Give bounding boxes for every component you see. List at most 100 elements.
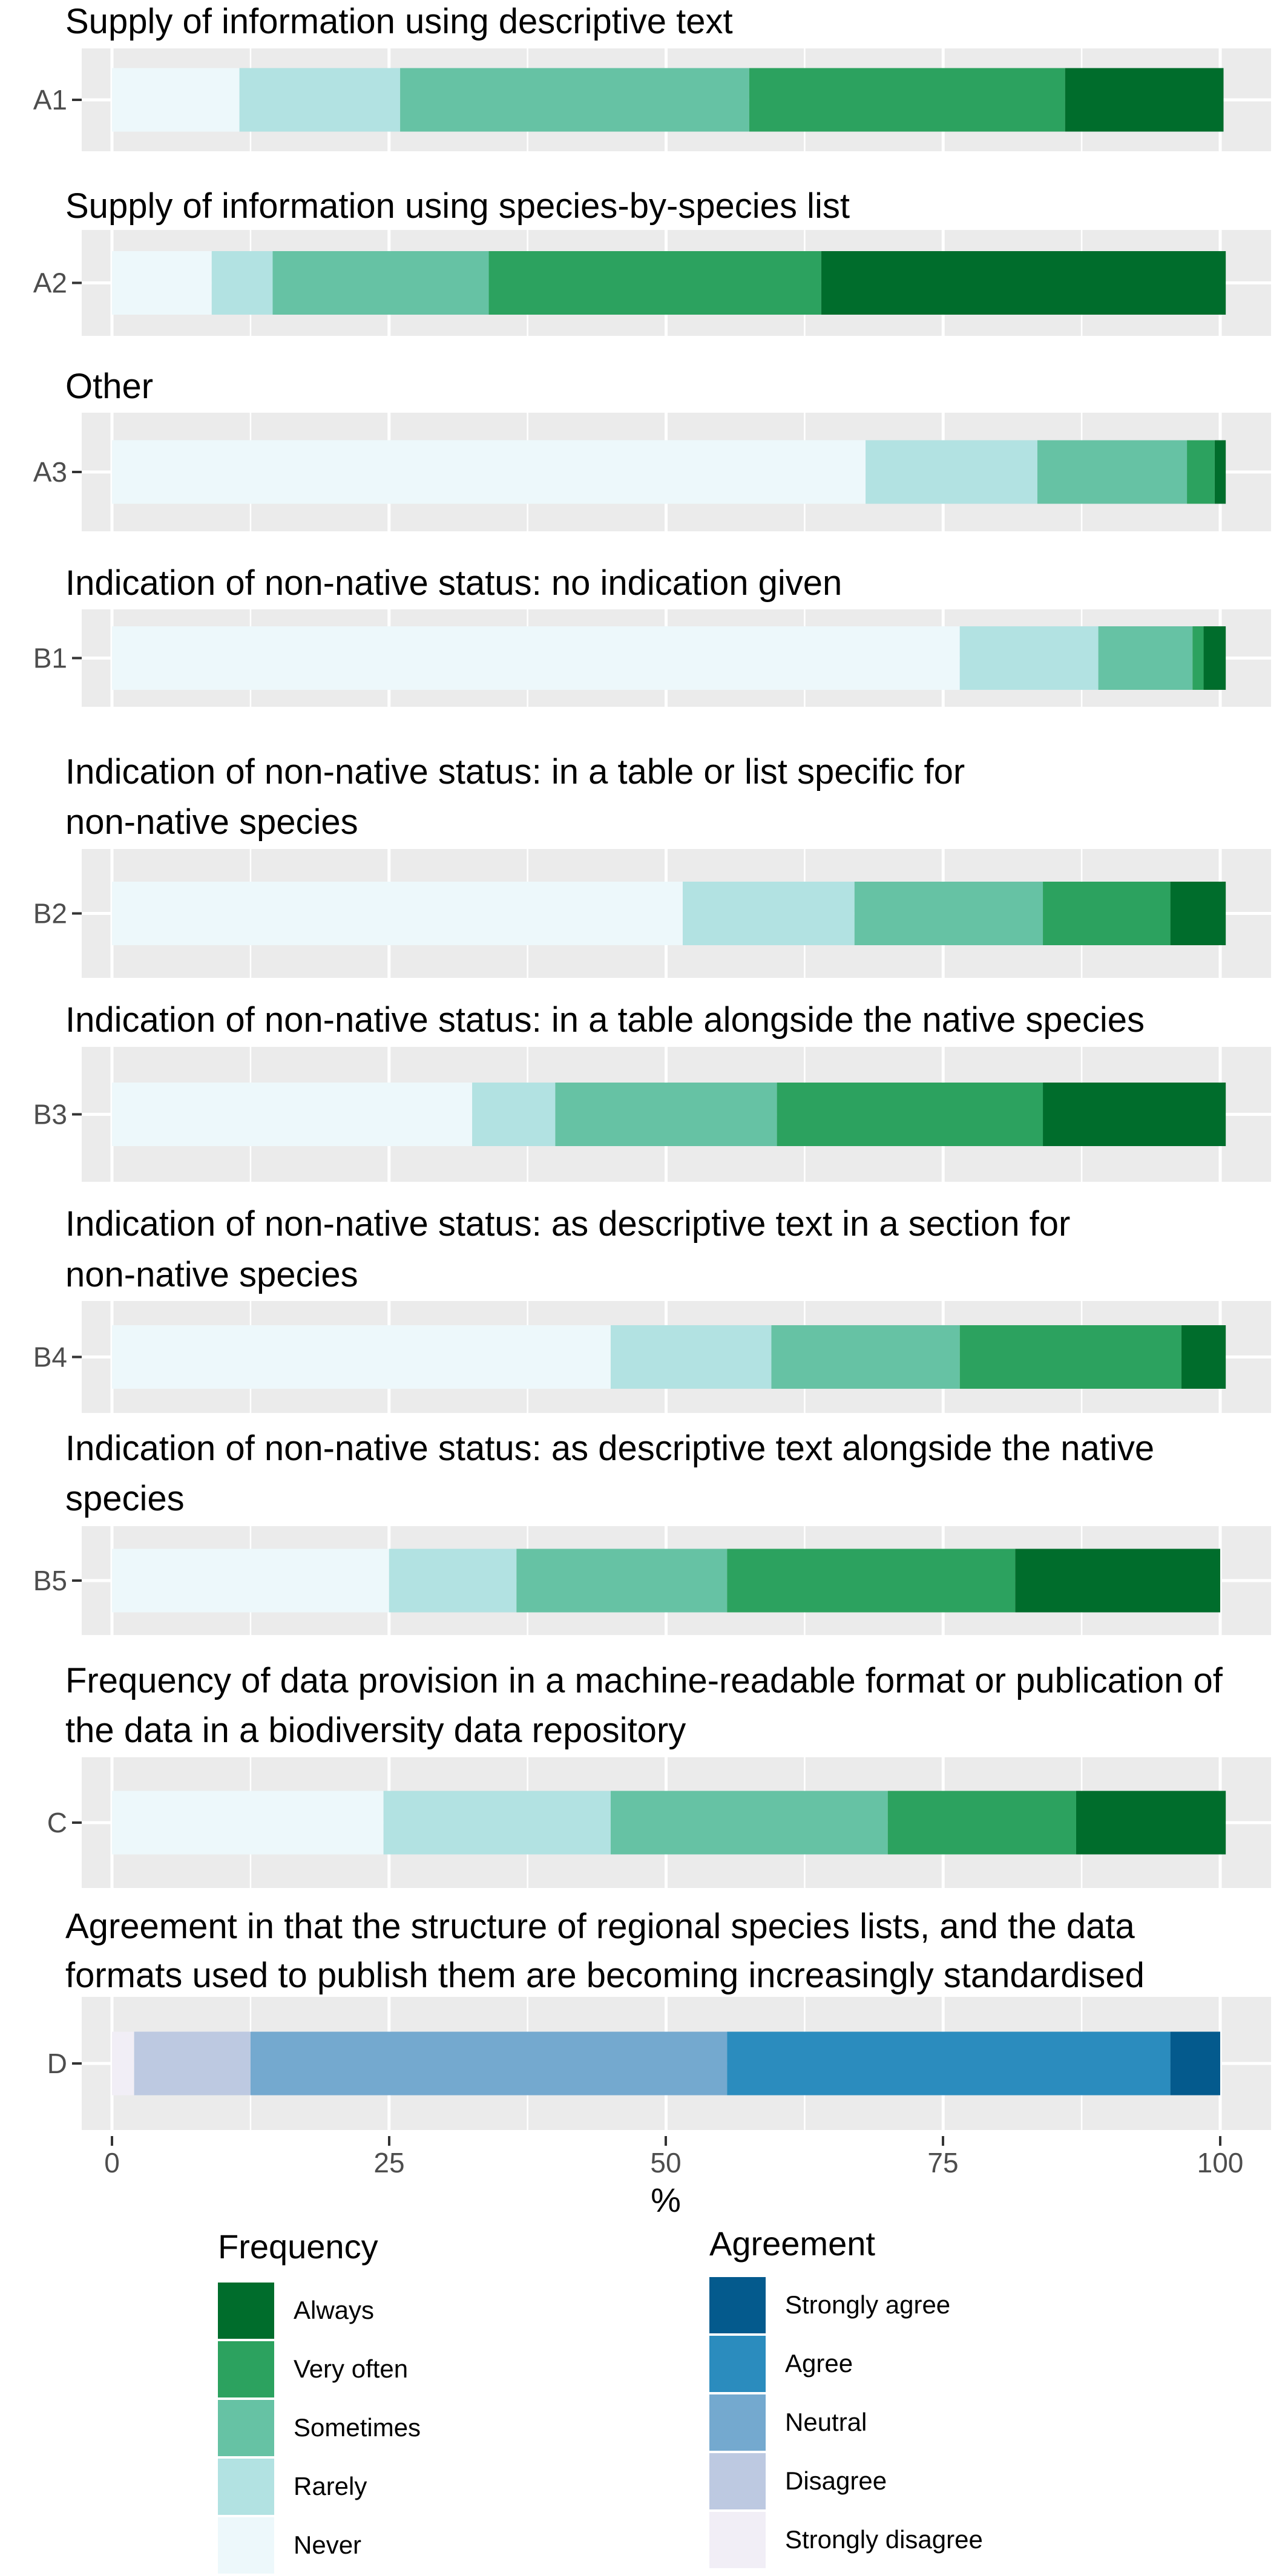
bar-segment-always bbox=[1170, 882, 1226, 945]
panel-d: Agreement in that the structure of regio… bbox=[47, 1907, 1271, 2130]
legend-label: Rarely bbox=[294, 2472, 367, 2500]
legend-label: Sometimes bbox=[294, 2413, 421, 2442]
x-tick-label: 25 bbox=[373, 2147, 404, 2178]
bar-segment-never bbox=[112, 251, 212, 315]
chart-panels: Supply of information using descriptive … bbox=[33, 2, 1271, 2130]
legend-label: Very often bbox=[294, 2355, 408, 2383]
bar-segment-sometimes bbox=[771, 1325, 960, 1389]
y-tick-label: A3 bbox=[33, 456, 67, 488]
legend-swatch bbox=[709, 2394, 766, 2451]
panel-b2: Indication of non-native status: in a ta… bbox=[33, 752, 1271, 978]
panel-b1: Indication of non-native status: no indi… bbox=[33, 563, 1271, 707]
y-tick-label: C bbox=[47, 1807, 67, 1838]
y-tick-label: B1 bbox=[33, 643, 67, 674]
bar-segment-always bbox=[1214, 440, 1226, 504]
legend-swatch bbox=[709, 2336, 766, 2392]
bar-segment-rarely bbox=[389, 1549, 517, 1613]
legend-label: Agree bbox=[785, 2349, 853, 2378]
bar-segment-disagree bbox=[134, 2031, 251, 2096]
legend-label: Always bbox=[294, 2296, 374, 2324]
panel-c: Frequency of data provision in a machine… bbox=[47, 1661, 1271, 1888]
bar-segment-always bbox=[1043, 1083, 1226, 1146]
bar-segment-sometimes bbox=[1037, 440, 1188, 504]
bar-segment-very-often bbox=[777, 1083, 1043, 1146]
legend-swatch bbox=[218, 2400, 274, 2456]
bar-segment-sometimes bbox=[272, 251, 489, 315]
legend-swatch bbox=[218, 2283, 274, 2339]
panel-title: Indication of non-native status: in a ta… bbox=[65, 752, 965, 791]
bar-segment-never bbox=[112, 440, 866, 504]
bar-segment-never bbox=[112, 68, 240, 132]
y-tick-label: A2 bbox=[33, 267, 67, 299]
panel-title: Agreement in that the structure of regio… bbox=[65, 1907, 1135, 1946]
bar-segment-rarely bbox=[866, 440, 1037, 504]
bar-segment-very-often bbox=[1192, 626, 1204, 690]
bar-segment-never bbox=[112, 1083, 473, 1146]
panel-title: non-native species bbox=[65, 802, 358, 842]
panel-b3: Indication of non-native status: in a ta… bbox=[33, 1000, 1271, 1182]
panel-title: Frequency of data provision in a machine… bbox=[65, 1661, 1223, 1700]
panel-a3: Other A3 bbox=[33, 367, 1271, 531]
bar-segment-always bbox=[1076, 1791, 1226, 1855]
panel-title: Indication of non-native status: as desc… bbox=[65, 1204, 1070, 1244]
x-axis-title: % bbox=[651, 2181, 681, 2219]
bar-segment-sometimes bbox=[516, 1549, 728, 1613]
bar-segment-sometimes bbox=[854, 882, 1043, 945]
bar-segment-rarely bbox=[211, 251, 273, 315]
bar-segment-rarely bbox=[383, 1791, 611, 1855]
panel-title: Supply of information using species-by-s… bbox=[65, 186, 850, 226]
bar-segment-very-often bbox=[727, 1549, 1016, 1613]
bar-segment-strongly-agree bbox=[1170, 2031, 1220, 2096]
y-tick-label: B5 bbox=[33, 1565, 67, 1596]
x-tick-label: 100 bbox=[1197, 2147, 1244, 2178]
panel-title: Indication of non-native status: no indi… bbox=[65, 563, 842, 603]
bar-segment-rarely bbox=[610, 1325, 772, 1389]
panel-b4: Indication of non-native status: as desc… bbox=[33, 1204, 1271, 1413]
bar-segment-strongly-disagree bbox=[112, 2031, 134, 2096]
bar-segment-sometimes bbox=[400, 68, 749, 132]
bar-segment-always bbox=[1015, 1549, 1220, 1613]
bar-segment-never bbox=[112, 882, 683, 945]
y-tick-label: A1 bbox=[33, 84, 67, 116]
bar-segment-sometimes bbox=[1098, 626, 1193, 690]
legend-label: Strongly agree bbox=[785, 2290, 950, 2319]
bar-segment-very-often bbox=[1187, 440, 1215, 504]
panel-a1: Supply of information using descriptive … bbox=[33, 2, 1271, 151]
bar-segment-never bbox=[112, 1549, 389, 1613]
bar-segment-neutral bbox=[250, 2031, 728, 2096]
bar-segment-rarely bbox=[239, 68, 401, 132]
bar-segment-very-often bbox=[749, 68, 1065, 132]
bar-segment-very-often bbox=[488, 251, 821, 315]
legend-frequency-title: Frequency bbox=[218, 2227, 378, 2266]
bar-segment-always bbox=[821, 251, 1226, 315]
panel-a2: Supply of information using species-by-s… bbox=[33, 186, 1271, 336]
bar-segment-sometimes bbox=[555, 1083, 777, 1146]
x-tick-label: 50 bbox=[650, 2147, 681, 2178]
panel-title: the data in a biodiversity data reposito… bbox=[65, 1711, 686, 1750]
panel-title: non-native species bbox=[65, 1255, 358, 1294]
bar-segment-rarely bbox=[472, 1083, 556, 1146]
y-tick-label: B4 bbox=[33, 1342, 67, 1373]
legend-swatch bbox=[218, 2459, 274, 2515]
panel-title: Indication of non-native status: as desc… bbox=[65, 1429, 1154, 1468]
y-tick-label: B2 bbox=[33, 898, 67, 929]
bar-segment-always bbox=[1181, 1325, 1226, 1389]
bar-segment-very-often bbox=[1043, 882, 1171, 945]
legend-swatch bbox=[709, 2453, 766, 2509]
legend-agreement-title: Agreement bbox=[709, 2224, 875, 2263]
legend-label: Disagree bbox=[785, 2466, 887, 2495]
x-tick-label: 75 bbox=[927, 2147, 958, 2178]
bar-segment-always bbox=[1065, 68, 1224, 132]
panel-title: species bbox=[65, 1479, 185, 1518]
panel-title: Indication of non-native status: in a ta… bbox=[65, 1000, 1145, 1040]
bar-segment-very-often bbox=[959, 1325, 1181, 1389]
bar-segment-very-often bbox=[887, 1791, 1076, 1855]
legend-frequency: Frequency Always Very often Sometimes Rarel… bbox=[218, 2227, 421, 2574]
bar-segment-never bbox=[112, 1325, 611, 1389]
legend-swatch bbox=[218, 2341, 274, 2397]
y-tick-label: D bbox=[47, 2048, 67, 2079]
bar-segment-never bbox=[112, 1791, 384, 1855]
panel-title: Supply of information using descriptive … bbox=[65, 2, 733, 41]
bar-segment-never bbox=[112, 626, 960, 690]
